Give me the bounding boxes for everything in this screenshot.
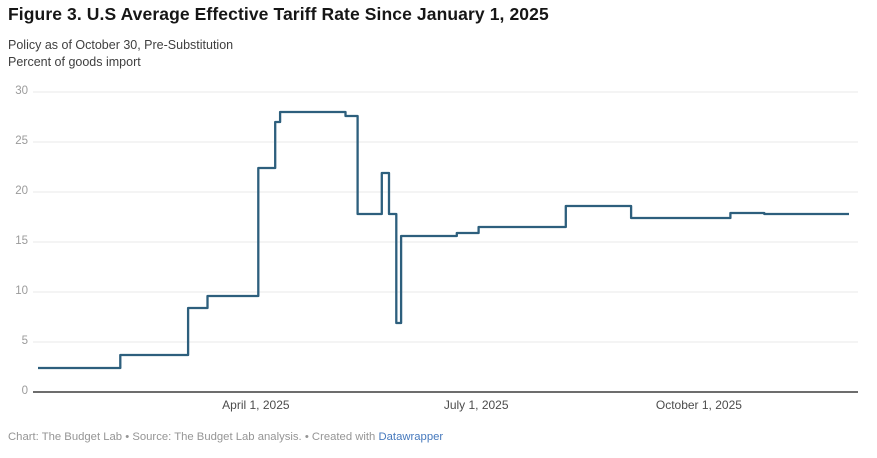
tariff-rate-line xyxy=(38,110,849,370)
y-axis-tick-label: 5 xyxy=(21,335,28,347)
x-axis-tick-label: October 1, 2025 xyxy=(655,398,742,412)
chart-subtitle: Policy as of October 30, Pre-Substitutio… xyxy=(8,37,868,71)
chart-subtitle-line-1: Policy as of October 30, Pre-Substitutio… xyxy=(8,38,234,52)
chart-subtitle-line-2: Percent of goods import xyxy=(8,55,141,69)
footer-credit-text: Chart: The Budget Lab • Source: The Budg… xyxy=(8,431,379,443)
chart-title: Figure 3. U.S Average Effective Tariff R… xyxy=(8,4,549,24)
y-axis-tick-label: 0 xyxy=(21,385,28,397)
y-axis-tick-label: 25 xyxy=(15,135,28,147)
y-axis-tick-label: 20 xyxy=(15,185,28,197)
y-axis-tick-label: 15 xyxy=(15,235,28,247)
chart-footer: Chart: The Budget Lab • Source: The Budg… xyxy=(8,431,868,443)
x-axis-tick-label: April 1, 2025 xyxy=(222,398,290,412)
datawrapper-link[interactable]: Datawrapper xyxy=(378,431,444,443)
y-axis-tick-label: 30 xyxy=(15,85,28,97)
y-axis-tick-label: 10 xyxy=(15,285,28,297)
x-axis-tick-label: July 1, 2025 xyxy=(443,398,509,412)
